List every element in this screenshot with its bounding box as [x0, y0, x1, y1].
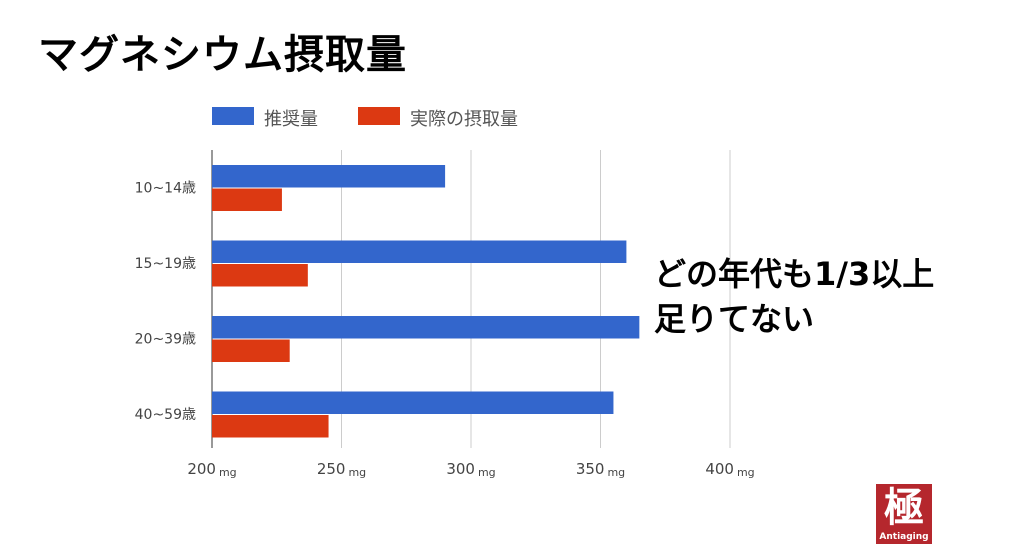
annotation-line-1: どの年代も1/3以上 [654, 255, 935, 293]
legend-swatch-recommended [212, 107, 254, 125]
logo-text: Antiaging [879, 532, 929, 542]
logo-glyph: 極 [884, 484, 924, 531]
bar-actual-1 [212, 264, 308, 287]
bar-recommended-1 [212, 240, 627, 263]
bar-actual-3 [212, 415, 329, 438]
bar-recommended-0 [212, 165, 446, 188]
category-label-2: 20~39歳 [135, 332, 196, 348]
legend-swatch-actual [358, 107, 400, 125]
legend-label-recommended: 推奨量 [264, 109, 318, 130]
category-label-0: 10~14歳 [135, 181, 196, 197]
tick-label-250: 250 mg [317, 460, 366, 479]
antiaging-logo: 極 Antiaging [876, 484, 932, 544]
tick-label-350: 350 mg [576, 460, 625, 479]
bar-recommended-3 [212, 391, 614, 414]
chart-annotation: どの年代も1/3以上 足りてない [654, 252, 934, 342]
bar-recommended-2 [212, 316, 640, 339]
bar-actual-2 [212, 339, 290, 362]
tick-label-200: 200 mg [187, 460, 236, 479]
bar-actual-0 [212, 188, 282, 211]
annotation-line-2: 足りてない [654, 300, 815, 338]
legend-label-actual: 実際の摂取量 [410, 109, 518, 130]
category-label-1: 15~19歳 [135, 256, 196, 272]
page-title: マグネシウム摂取量 [38, 32, 407, 78]
tick-label-400: 400 mg [705, 460, 754, 479]
tick-label-300: 300 mg [446, 460, 495, 479]
category-label-3: 40~59歳 [135, 407, 196, 423]
